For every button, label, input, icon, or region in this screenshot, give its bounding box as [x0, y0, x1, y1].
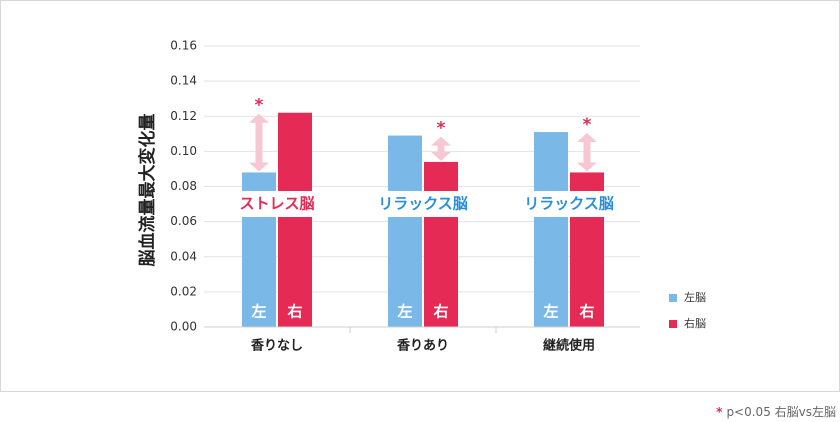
legend-swatch	[669, 294, 677, 302]
bar-left-letter: 左	[542, 303, 558, 321]
callout-background	[375, 191, 471, 217]
legend-label: 左脳	[684, 291, 706, 304]
difference-arrow	[249, 113, 269, 172]
y-tick-label: 0.00	[170, 320, 197, 334]
callout-background	[236, 191, 318, 217]
significance-star: *	[437, 119, 446, 139]
y-tick-label: 0.02	[170, 284, 197, 298]
legend-swatch	[669, 320, 677, 328]
difference-arrow	[431, 136, 451, 161]
bar-right-letter: 右	[287, 303, 302, 321]
category-label: 香りなし	[250, 338, 303, 354]
legend-label: 右脳	[684, 316, 706, 330]
bar-right-brain	[278, 112, 312, 327]
y-tick-label: 0.06	[170, 214, 197, 228]
significance-star: *	[255, 96, 264, 116]
bars: 左右左右左右	[242, 112, 604, 327]
callout-label: リラックス脳	[378, 195, 468, 213]
bar-left-letter: 左	[250, 303, 266, 321]
y-tick-label: 0.12	[170, 109, 197, 123]
bar-left-brain	[388, 135, 422, 327]
category-labels: 香りなし 香りあり 継続使用	[250, 338, 595, 354]
y-axis-ticks: 0.00 0.02 0.04 0.06 0.08 0.10 0.12 0.14 0.16	[170, 39, 197, 334]
category-label: 香りあり	[396, 338, 449, 354]
callout-background	[521, 191, 617, 217]
callout-label: リラックス脳	[524, 195, 614, 213]
footnote-star: *	[716, 405, 723, 419]
bar-right-letter: 右	[579, 303, 594, 321]
y-tick-label: 0.10	[170, 144, 197, 158]
x-axis	[204, 326, 640, 333]
y-tick-label: 0.16	[170, 39, 197, 53]
footnote: * p<0.05 右脳vs左脳	[716, 403, 836, 420]
difference-arrow	[577, 133, 597, 172]
bar-chart: 0.00 0.02 0.04 0.06 0.08 0.10 0.12 0.14 0.16 左 右 左…	[137, 39, 706, 354]
footnote-text: p<0.05 右脳vs左脳	[726, 405, 836, 419]
y-axis-label: 脳血流量最大変化量	[137, 114, 158, 267]
significance-star: *	[583, 115, 592, 135]
y-tick-label: 0.14	[170, 74, 197, 88]
bar-left-brain	[534, 132, 568, 327]
bar-left-letter: 左	[396, 303, 412, 321]
bar-right-letter: 右	[433, 303, 448, 321]
category-label: 継続使用	[543, 338, 595, 354]
bar-right-brain	[424, 161, 458, 327]
annotations: * ストレス脳 * リラックス脳 * リラックス脳	[236, 96, 617, 217]
y-tick-label: 0.08	[170, 179, 197, 193]
y-tick-label: 0.04	[170, 249, 197, 263]
callout-label: ストレス脳	[239, 195, 314, 213]
